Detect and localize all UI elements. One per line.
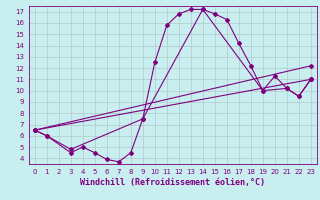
X-axis label: Windchill (Refroidissement éolien,°C): Windchill (Refroidissement éolien,°C)	[80, 178, 265, 187]
